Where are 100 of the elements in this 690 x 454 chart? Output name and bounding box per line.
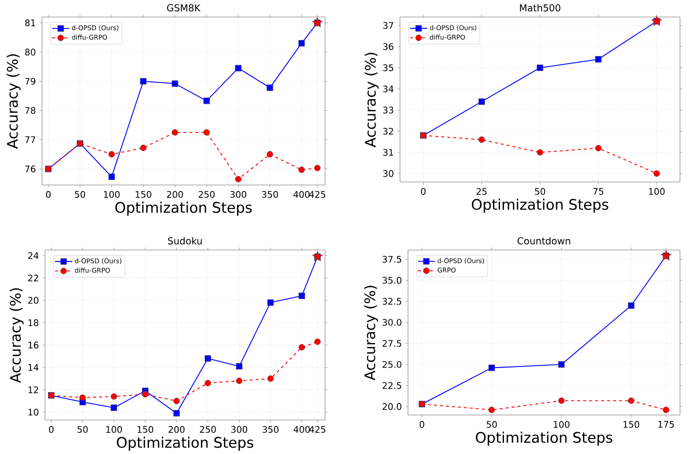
x-tick-label: 0 [420,421,424,428]
y-tick-label: 22.5 [382,382,402,389]
y-tick-label: 33 [383,106,394,114]
chart-title: Sudoku [168,237,202,244]
y-tick-label: 81 [25,19,36,26]
y-tick-label: 18 [28,319,38,326]
x-tick-label: 300 [230,191,246,198]
y-tick-label: 36 [383,43,394,50]
y-tick-label: 25.0 [382,361,402,368]
y-tick-label: 22 [28,274,38,282]
point [266,84,274,91]
chart-title: Countdown [518,237,570,244]
y-tick-label: 78 [25,107,36,114]
y-tick-label: 77 [25,136,36,143]
x-tick-label: 250 [198,191,215,198]
x-tick-label: 100 [106,426,122,433]
x-tick-label: 350 [262,426,278,433]
x-tick-label: 175 [658,421,674,428]
y-tick-label: 12 [28,386,38,394]
point [172,129,178,136]
point [266,151,274,158]
point [203,129,210,136]
point [173,410,180,416]
x-tick-label: 425 [309,426,326,433]
y-tick-label: 32 [383,128,394,135]
point [298,344,306,350]
point [204,355,212,362]
y-tick-label: 10 [28,408,38,416]
point [536,64,544,71]
point [298,166,305,173]
point [478,136,485,143]
y-tick-label: 35 [383,64,394,72]
x-axis-title: Optimization Steps [472,198,608,213]
x-tick-label: 25 [476,188,487,195]
x-axis-title: Optimization Steps [115,202,252,216]
y-tick-label: 30.0 [382,318,402,326]
x-tick-label: 50 [78,426,88,433]
x-tick-label: 50 [486,421,497,428]
x-tick-label: 350 [262,191,278,198]
y-axis-title: Accuracy (%) [364,52,379,148]
y-tick-label: 20.0 [382,403,402,410]
x-tick-label: 50 [534,188,546,195]
y-tick-label: 79 [25,78,36,85]
point [660,250,672,261]
point [298,40,305,46]
point [203,98,210,104]
point [298,292,306,300]
point [478,98,485,105]
y-tick-label: 16 [28,342,38,348]
point [267,375,274,382]
point [312,251,323,262]
point [314,164,321,172]
x-tick-label: 100 [104,191,120,198]
x-tick-label: 75 [593,188,604,195]
point [558,397,565,404]
x-tick-label: 150 [138,426,154,433]
point [558,361,565,368]
x-tick-label: 400 [293,191,310,198]
point [488,364,495,372]
y-tick-label: 32.5 [382,298,402,305]
y-tick-label: 30 [383,170,394,177]
point [108,151,115,158]
x-tick-label: 150 [624,421,640,428]
x-axis-title: Optimization Steps [476,432,612,446]
point [110,393,118,400]
point [140,144,147,152]
point [142,391,148,398]
x-tick-label: 425 [309,191,326,198]
point [108,174,115,180]
y-tick-label: 37.5 [382,256,402,263]
x-tick-label: 200 [168,426,185,433]
point [628,397,634,404]
point [235,176,242,182]
chart-title: GSM8K [167,4,201,12]
point [172,80,178,87]
y-tick-label: 34 [383,86,394,92]
point [312,17,323,28]
point [314,338,321,345]
point [595,144,602,152]
x-tick-label: 100 [649,188,665,195]
x-tick-label: 300 [231,426,248,433]
point [653,170,660,177]
x-tick-label: 250 [200,426,216,433]
y-tick-label: 76 [25,166,36,172]
point [173,398,180,404]
x-tick-label: 0 [49,426,54,433]
y-tick-label: 80 [25,48,36,56]
point [140,78,147,84]
point [536,149,544,156]
x-tick-label: 200 [167,191,183,198]
point [79,394,86,401]
point [595,56,602,62]
x-axis-title: Optimization Steps [116,436,254,451]
point [628,302,634,309]
y-axis-title: Accuracy (%) [6,54,21,149]
x-tick-label: 150 [136,191,152,198]
point [488,406,495,414]
point [204,380,212,386]
chart-title: Math500 [520,4,560,12]
point [236,363,242,370]
